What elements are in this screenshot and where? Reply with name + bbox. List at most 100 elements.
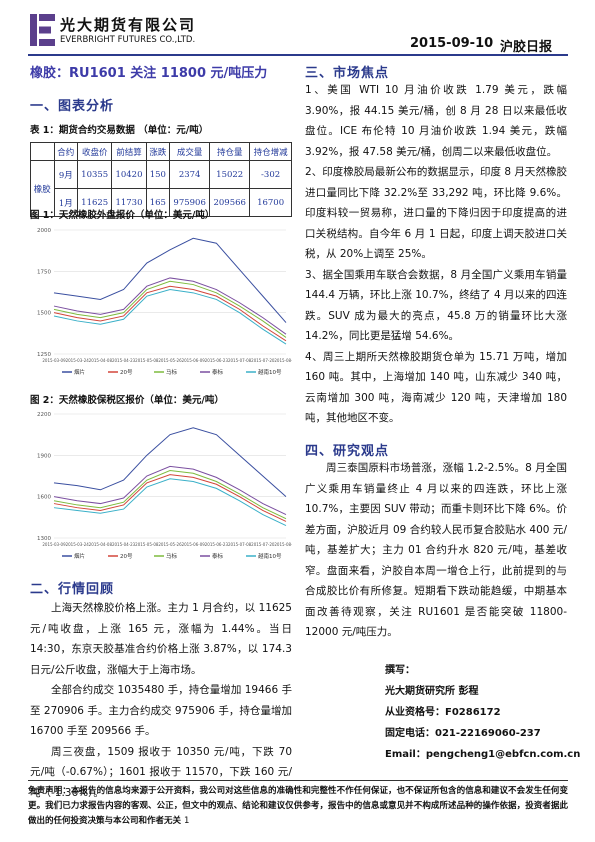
table-row: 1月 11625 11730 165 975906 209566 16700 (31, 188, 292, 217)
paragraph: 全部合约成交 1035480 手，持仓量增加 19466 手至 270906 手… (30, 684, 292, 737)
y-tick-label: 1500 (37, 311, 51, 317)
section-title: 二、行情回顾 (30, 582, 115, 597)
legend-label: 越南10号 (258, 368, 282, 376)
x-tick-label: 2015-07-20 (251, 542, 275, 547)
x-tick-label: 2015-07-08 (228, 358, 252, 363)
x-tick-label: 2015-03-09 (42, 358, 66, 363)
report-name: 沪胶日报 (500, 40, 553, 55)
table-cell: 10420 (111, 160, 147, 189)
x-tick-label: 2015-06-09 (182, 358, 206, 363)
page-number: 1 (183, 816, 190, 826)
x-tick-label: 2015-07-08 (228, 542, 252, 547)
legend-label: 烟片 (74, 552, 85, 560)
x-tick-label: 2015-07-20 (251, 358, 275, 363)
table-cell: -302 (249, 160, 292, 189)
x-tick-label: 2015-03-09 (42, 542, 66, 547)
paragraph: 上海天然橡胶价格上涨。主力 1 月合约，以 11625 元/吨收盘，上涨 165… (30, 602, 292, 676)
y-tick-label: 1300 (37, 536, 51, 542)
series-line (53, 285, 287, 342)
x-tick-label: 2015-04-23 (112, 542, 136, 547)
data-table: 合约 收盘价 前结算 涨跌 成交量 持仓量 持仓增减 橡胶 9月 10355 10420 150 237… (30, 142, 292, 217)
table-cell: 2374 (169, 160, 211, 189)
x-tick-label: 2015-04-23 (112, 358, 136, 363)
y-tick-label: 1900 (37, 453, 51, 459)
table-cell: 15022 (209, 160, 251, 189)
x-tick-label: 2015-05-26 (158, 358, 182, 363)
series-line (53, 237, 287, 323)
header-rule (28, 54, 568, 56)
x-tick-label: 2015-06-23 (205, 358, 229, 363)
disclaimer: 免责声明：本报告的信息均来源于公开资料，我公司对这些信息的准确性和完整性不作任何… (28, 786, 568, 826)
header-cell (30, 142, 55, 161)
y-tick-label: 1250 (37, 352, 51, 358)
legend-label: 20号 (120, 369, 133, 376)
date: 2015-09-10 (410, 36, 494, 51)
y-tick-label: 1600 (37, 495, 51, 501)
chart: 1250 1500 1750 2000 2015-03-09 2015-03-24 2015… (37, 228, 292, 376)
header-cell: 收盘价 (77, 142, 113, 161)
series-line (53, 277, 287, 335)
table-cell: 11625 (77, 188, 113, 217)
x-tick-label: 2015-08-11 (274, 542, 292, 547)
author-block: 撰写： 光大期货研究所 彭程 从业资格号：F0286172 固定电话：021-2… (385, 660, 580, 765)
table-cell: 209566 (209, 188, 251, 217)
logo (30, 14, 55, 46)
legend-label: 越南10号 (258, 552, 282, 560)
series-line (53, 469, 287, 520)
author-line: Email：pengcheng1@ebfcn.com.cn (385, 749, 581, 760)
section-body: 上海天然橡胶价格上涨。主力 1 月合约，以 11625 元/吨收盘，上涨 165… (30, 598, 292, 803)
author-line: 从业资格号：F0286172 (385, 707, 501, 718)
y-tick-label: 2000 (37, 228, 51, 234)
author-line: 撰写： (385, 665, 415, 676)
legend-label: 马标 (166, 368, 178, 376)
series-line (53, 474, 287, 522)
legend-label: 马标 (166, 552, 178, 560)
x-tick-label: 2015-04-08 (89, 542, 113, 547)
table-cell: 165 (145, 188, 171, 217)
table-cell: 975906 (169, 188, 211, 217)
x-tick-label: 2015-05-08 (135, 358, 159, 363)
table-cell: 16700 (249, 188, 292, 217)
section-title: 一、图表分析 (30, 99, 115, 114)
legend-label: 泰标 (212, 368, 224, 376)
paragraph: 3、据全国乘用车联合会数据，8 月全国广义乘用车销量 144.4 万辆，环比上涨… (305, 268, 567, 343)
header-cell: 成交量 (169, 142, 211, 161)
series-line (53, 289, 287, 345)
header-cell: 合约 (53, 142, 79, 161)
table-cell: 11730 (111, 188, 147, 217)
header-cell: 持仓量 (209, 142, 251, 161)
section-body: 1、美国 WTI 10 月油价收跌 1.79 美元，跌幅 3.90%，报 44.… (305, 80, 567, 429)
x-tick-label: 2015-03-24 (66, 542, 90, 547)
section-title: 三、市场焦点 (305, 66, 390, 81)
x-tick-label: 2015-03-24 (66, 358, 90, 363)
x-tick-label: 2015-06-09 (182, 542, 206, 547)
table-cell: 150 (145, 160, 171, 189)
table-cell: 10355 (77, 160, 113, 189)
x-tick-label: 2015-05-08 (135, 542, 159, 547)
series-line (53, 427, 287, 498)
y-tick-label: 1750 (37, 269, 51, 275)
series-line (53, 478, 287, 527)
author-line: 固定电话：021-22169060-237 (385, 728, 541, 739)
legend-label: 烟片 (74, 368, 85, 376)
table-row: 橡胶 9月 10355 10420 150 2374 15022 -302 (30, 160, 292, 217)
footer: 免责声明：本报告的信息均来源于公开资料，我公司对这些信息的准确性和完整性不作任何… (28, 780, 568, 829)
x-tick-label: 2015-06-23 (205, 542, 229, 547)
header-cell: 前结算 (111, 142, 147, 161)
table-caption: 表 1：期货合约交易数据 （单位：元/吨） (30, 125, 209, 136)
x-tick-label: 2015-05-26 (158, 542, 182, 547)
series-line (53, 465, 287, 516)
header-cell: 涨跌 (145, 142, 171, 161)
section-title: 四、研究观点 (305, 444, 390, 459)
paragraph: 1、美国 WTI 10 月油价收跌 1.79 美元，跌幅 3.90%，报 44.… (305, 84, 567, 158)
figure-caption: 图 1：天然橡胶外盘报价（单位：美元/吨） (30, 210, 215, 221)
figure-caption: 图 2：天然橡胶保税区报价（单位：美元/吨） (30, 395, 224, 406)
legend-label: 泰标 (212, 552, 224, 560)
x-tick-label: 2015-08-11 (274, 358, 292, 363)
company-en: EVERBRIGHT FUTURES CO.,LTD. (60, 35, 196, 45)
title: 橡胶：RU1601 关注 11800 元/吨压力 (30, 66, 268, 81)
paragraph: 周三夜盘，1509 报收于 10350 元/吨，下跌 70 元/吨（-0.67%… (30, 745, 292, 799)
product-cell: 橡胶 (30, 160, 55, 217)
